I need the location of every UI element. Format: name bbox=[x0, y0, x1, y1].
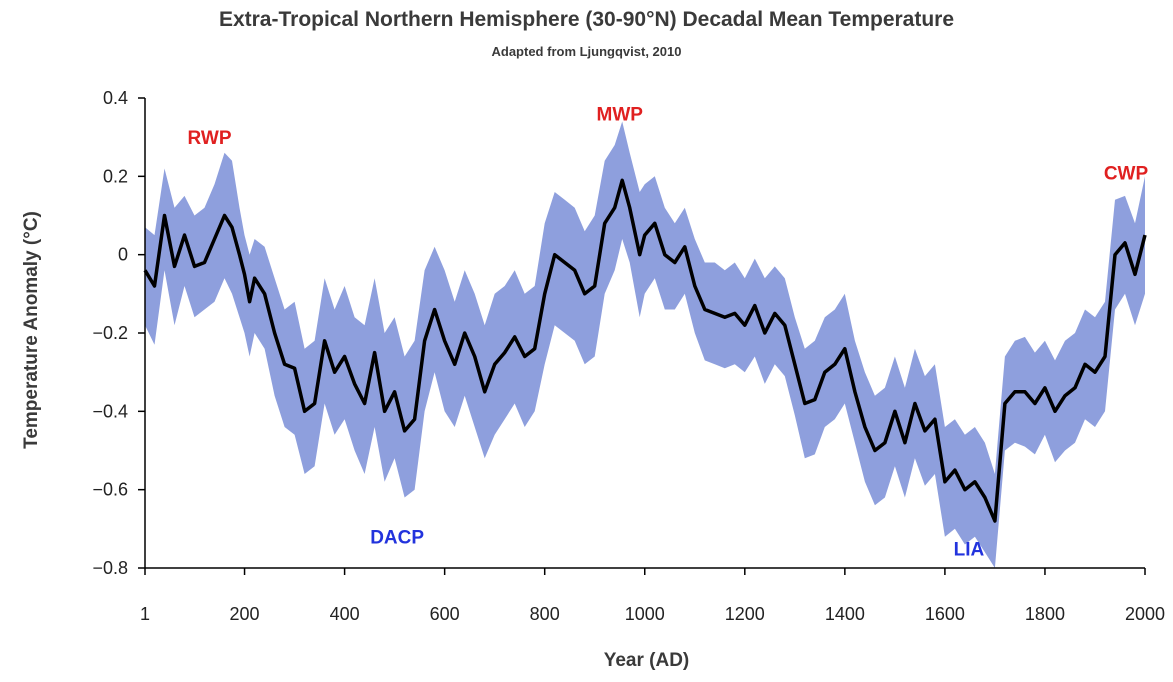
y-tick-label: −0.2 bbox=[92, 323, 128, 343]
uncertainty-band bbox=[145, 121, 1145, 568]
y-tick-label: 0.4 bbox=[103, 88, 128, 108]
x-tick-label: 600 bbox=[430, 604, 460, 624]
x-tick-label: 1400 bbox=[825, 604, 865, 624]
y-tick-label: −0.4 bbox=[92, 401, 128, 421]
annotation-cwp: CWP bbox=[1104, 163, 1149, 184]
x-tick-label: 200 bbox=[230, 604, 260, 624]
x-tick-label: 400 bbox=[330, 604, 360, 624]
chart-title: Extra-Tropical Northern Hemisphere (30-9… bbox=[218, 8, 955, 31]
x-tick-label: 1800 bbox=[1025, 604, 1065, 624]
x-tick-label: 1 bbox=[140, 604, 150, 624]
y-tick-label: −0.6 bbox=[92, 480, 128, 500]
annotation-lia: LIA bbox=[954, 539, 985, 560]
x-tick-label: 2000 bbox=[1125, 604, 1165, 624]
y-tick-label: 0 bbox=[118, 245, 128, 265]
y-tick-label: 0.2 bbox=[103, 166, 128, 186]
chart-subtitle: Adapted from Ljungqvist, 2010 bbox=[491, 44, 682, 59]
x-tick-label: 1000 bbox=[625, 604, 665, 624]
x-tick-label: 1600 bbox=[925, 604, 965, 624]
annotation-mwp: MWP bbox=[597, 105, 644, 126]
x-tick-label: 1200 bbox=[725, 604, 765, 624]
y-tick-label: −0.8 bbox=[92, 558, 128, 578]
x-axis-label: Year (AD) bbox=[603, 650, 690, 671]
annotation-rwp: RWP bbox=[188, 128, 232, 149]
mean-temperature-line bbox=[143, 178, 1147, 523]
x-tick-label: 800 bbox=[530, 604, 560, 624]
annotation-dacp: DACP bbox=[370, 528, 424, 549]
